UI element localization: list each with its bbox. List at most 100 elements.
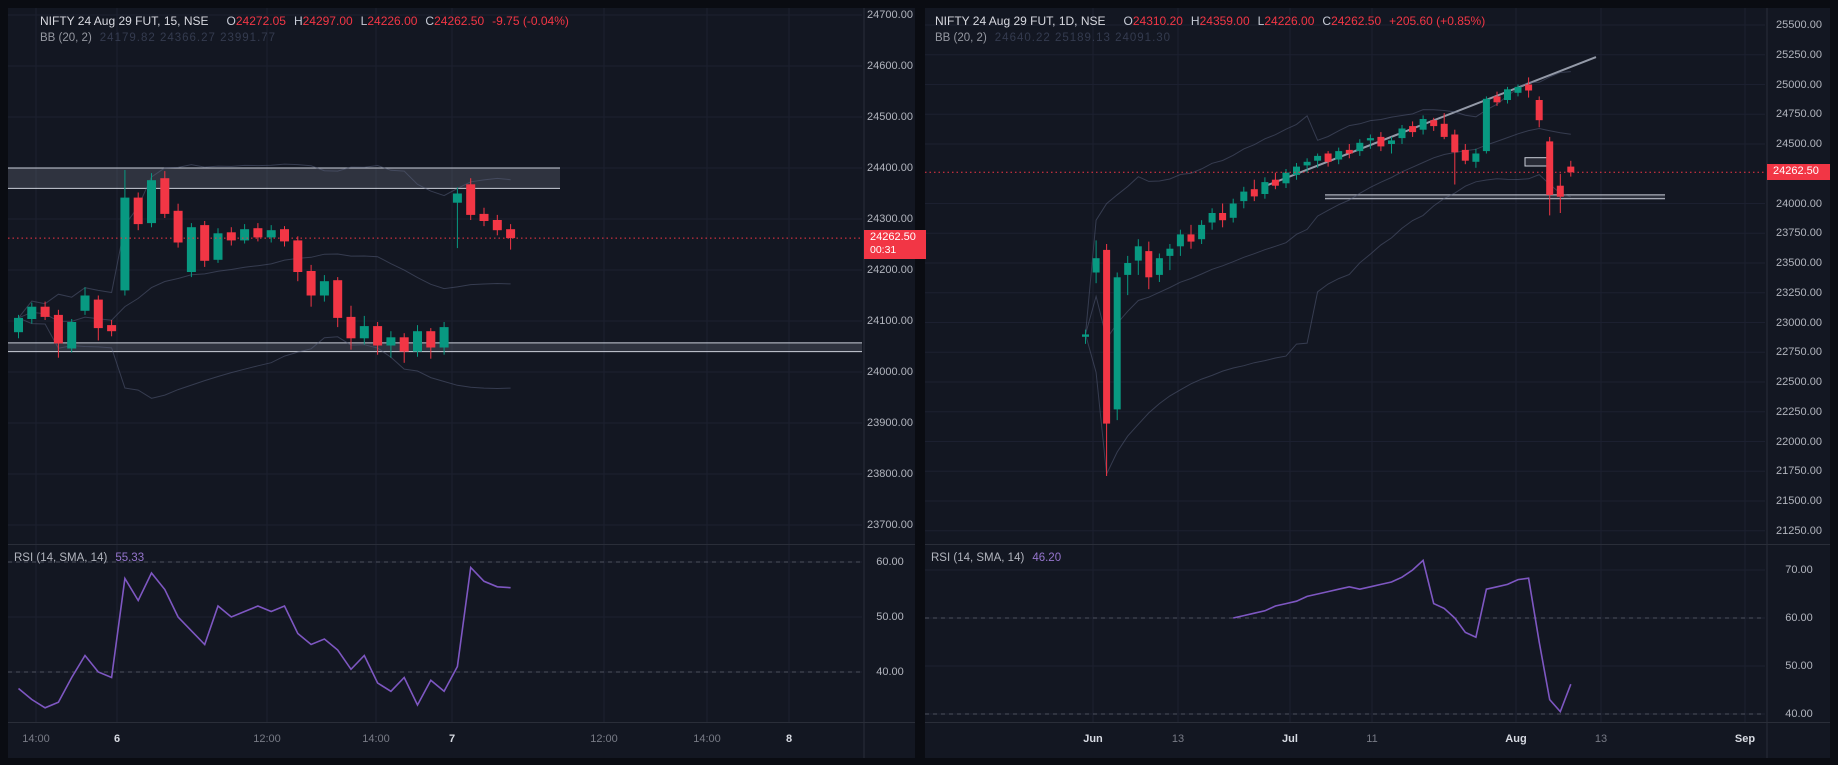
change-value: -9.75 (-0.04%) [492, 14, 569, 28]
high-label: H [293, 14, 303, 28]
candle-body [213, 233, 223, 260]
candle-body [1556, 185, 1564, 197]
candle-body [1409, 126, 1417, 133]
price-zone[interactable] [1325, 194, 1665, 199]
candle-body [80, 295, 90, 311]
bb-label: BB (20, 2) [935, 32, 987, 44]
candle-body [1525, 84, 1533, 91]
price-zone[interactable] [8, 168, 560, 189]
candle-body [147, 180, 156, 224]
candle-body [439, 327, 449, 348]
candle-body [1461, 149, 1469, 161]
last-price-value: 24262.50 [870, 231, 916, 244]
open-label: O [226, 14, 236, 28]
bb-basis-line [1085, 127, 1571, 340]
last-price-value: 24262.50 [1773, 165, 1819, 178]
candle-body [1419, 119, 1427, 130]
candle-body [373, 326, 383, 346]
main-pane[interactable] [925, 56, 1765, 476]
candle-body [1440, 123, 1448, 137]
candle-body [200, 225, 210, 261]
candle-body [413, 331, 422, 352]
candle-body [14, 317, 23, 333]
candle-body [253, 228, 263, 238]
candle-body [492, 220, 502, 231]
candle-body [1366, 138, 1374, 141]
candle-body [1493, 96, 1501, 103]
candle-body [1567, 166, 1575, 173]
rsi-value: 55.33 [115, 552, 145, 564]
close-value: 24262.50 [1331, 14, 1382, 28]
candle-body [1514, 86, 1522, 93]
rsi-pane[interactable] [925, 558, 1765, 715]
chart-panel-1d[interactable]: 25500.00 25250.00 25000.00 24750.00 24500.00… [925, 8, 1830, 758]
candle-body [1282, 172, 1290, 184]
candle-body [319, 281, 329, 296]
candle-body [1504, 89, 1511, 100]
price-chart-canvas-15m[interactable] [8, 8, 915, 758]
low-label: L [1257, 14, 1265, 28]
candle-body [107, 325, 117, 332]
rsi-line [1233, 558, 1572, 714]
candle-body [1250, 189, 1258, 197]
rsi-label: RSI (14, SMA, 14) [14, 552, 108, 564]
chart-panel-15m[interactable]: 24700.00 24600.00 24500.00 24400.00 24300.00… [8, 8, 926, 758]
candle-body [1261, 182, 1269, 194]
price-chart-canvas-1d[interactable] [925, 8, 1830, 758]
candle-body [1546, 141, 1554, 195]
candle-body [1198, 224, 1206, 240]
close-label: C [425, 14, 435, 28]
candle-body [333, 280, 343, 318]
bb-indicator-label[interactable]: BB (20, 2) 24179.82 24366.27 23991.77 [40, 32, 276, 44]
candle-body [466, 184, 476, 215]
high-value: 24359.00 [1199, 14, 1250, 28]
candle-body [1134, 246, 1142, 261]
rsi-indicator-label[interactable]: RSI (14, SMA, 14) 46.20 [931, 552, 1061, 564]
candle-body [426, 331, 436, 348]
bb-values: 24179.82 24366.27 23991.77 [99, 32, 277, 44]
candle-body [173, 210, 183, 243]
candle-body [1314, 155, 1322, 161]
last-price-label: 24262.50 00:31 [864, 230, 926, 260]
candle-body [40, 306, 50, 317]
low-label: L [360, 14, 368, 28]
close-label: C [1322, 14, 1332, 28]
candle-body [1451, 134, 1459, 153]
bb-lower-band [1085, 174, 1571, 476]
candle-body [93, 299, 103, 329]
close-value: 24262.50 [434, 14, 485, 28]
low-value: 24226.00 [1264, 14, 1315, 28]
main-pane[interactable] [8, 163, 862, 399]
candle-body [1356, 142, 1364, 152]
candle-body [266, 230, 276, 238]
candle-body [160, 178, 170, 214]
candle-body [452, 193, 462, 203]
candle-body [1166, 248, 1174, 256]
candle-body [399, 337, 409, 352]
candle-body [1303, 161, 1311, 166]
open-value: 24310.20 [1132, 14, 1183, 28]
candle-body [1345, 149, 1353, 154]
candle-body [1398, 128, 1406, 139]
low-value: 24226.00 [367, 14, 418, 28]
symbol-title[interactable]: NIFTY 24 Aug 29 FUT, 15, NSE [40, 14, 209, 28]
candle-body [1430, 120, 1438, 127]
high-label: H [1190, 14, 1200, 28]
symbol-title[interactable]: NIFTY 24 Aug 29 FUT, 1D, NSE [935, 14, 1106, 28]
change-value: +205.60 (+0.85%) [1389, 14, 1486, 28]
ohlc-header: NIFTY 24 Aug 29 FUT, 15, NSE O24272.05 H 24… [40, 14, 569, 28]
candle-body [1187, 234, 1195, 242]
candle-body [1103, 249, 1111, 424]
bb-indicator-label[interactable]: BB (20, 2) 24640.22 25189.13 24091.30 [935, 32, 1171, 44]
candle-body [67, 322, 77, 349]
candle-body [1208, 213, 1216, 223]
candle-body [53, 314, 63, 344]
candle-body [1092, 258, 1100, 273]
bb-values: 24640.22 25189.13 24091.30 [994, 32, 1172, 44]
candle-body [346, 316, 356, 339]
ohlc-header: NIFTY 24 Aug 29 FUT, 1D, NSE O24310.20 H24… [935, 14, 1485, 28]
rsi-indicator-label[interactable]: RSI (14, SMA, 14) 55.33 [14, 552, 144, 564]
open-value: 24272.05 [235, 14, 286, 28]
rsi-pane[interactable] [8, 561, 862, 709]
